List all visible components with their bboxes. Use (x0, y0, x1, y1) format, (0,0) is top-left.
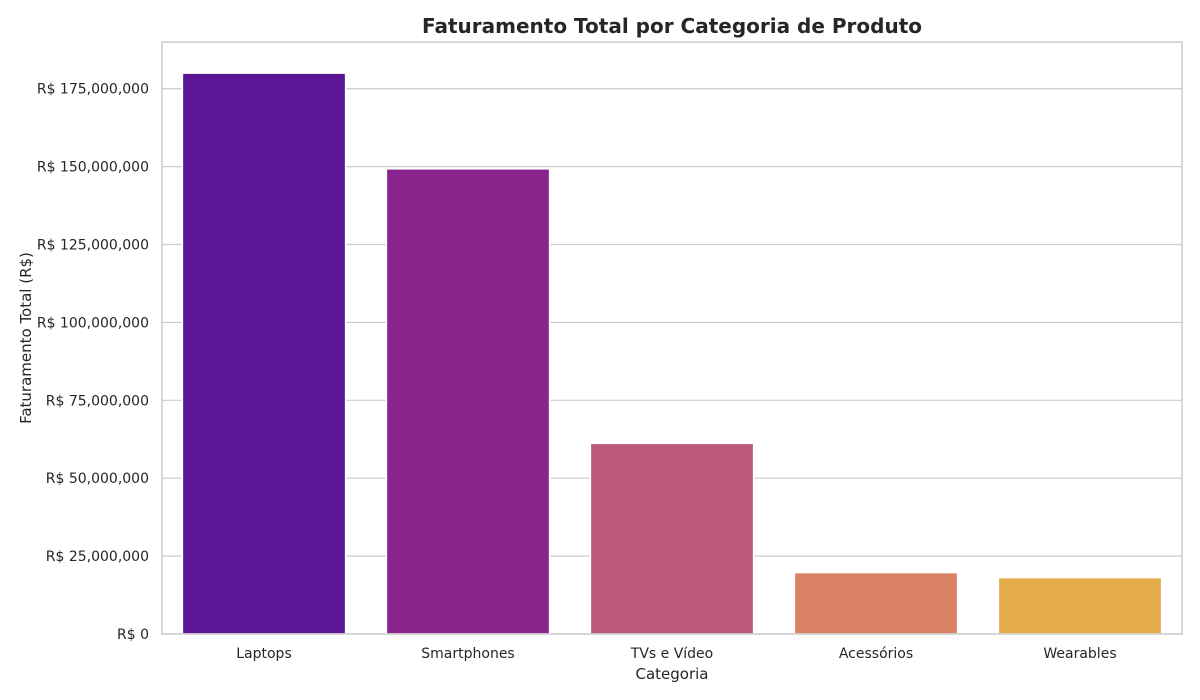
bar (997, 576, 1163, 635)
bar (589, 442, 755, 635)
x-tick-label: TVs e Vídeo (630, 646, 713, 662)
bar-layer (181, 72, 1163, 635)
x-tick-label: Smartphones (421, 646, 514, 662)
x-tick-label: Acessórios (839, 646, 913, 662)
y-axis-label: Faturamento Total (R$) (17, 252, 35, 424)
y-tick-label: R$ 50,000,000 (46, 471, 149, 487)
y-tick-label: R$ 0 (117, 627, 149, 643)
chart-title: Faturamento Total por Categoria de Produ… (422, 14, 922, 38)
bar (181, 72, 347, 635)
plot-frame (161, 41, 1183, 635)
x-tick-labels: Laptops Smartphones TVs e Vídeo Acessórios W… (236, 646, 1116, 662)
x-tick-label: Laptops (236, 646, 292, 662)
y-tick-label: R$ 25,000,000 (46, 549, 149, 565)
y-tick-label: R$ 125,000,000 (37, 238, 149, 254)
y-tick-label: R$ 75,000,000 (46, 393, 149, 409)
y-tick-labels: R$ 0 R$ 25,000,000 R$ 50,000,000 R$ 75,000,… (37, 82, 149, 643)
y-tick-label: R$ 150,000,000 (37, 160, 149, 176)
bar (385, 168, 551, 635)
y-tick-label: R$ 175,000,000 (37, 82, 149, 98)
y-tick-label: R$ 100,000,000 (37, 315, 149, 331)
bar (793, 571, 959, 635)
x-tick-label: Wearables (1043, 646, 1116, 662)
x-axis-label: Categoria (635, 665, 708, 683)
